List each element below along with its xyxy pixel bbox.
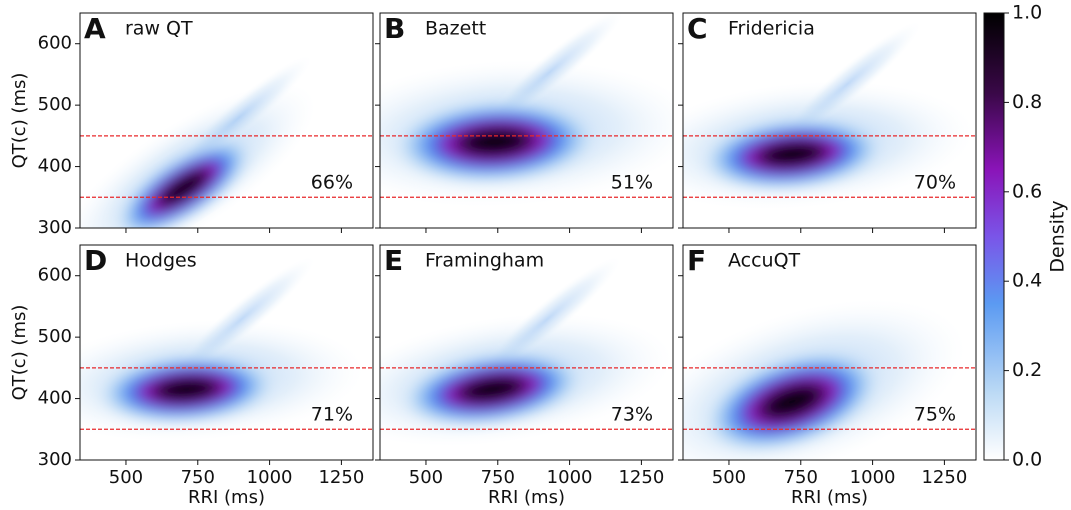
colorbar-tick-label: 0.2 [1012, 359, 1042, 381]
frame [79, 244, 374, 461]
x-tick-label: 1000 [247, 467, 293, 488]
panel-letter: F [687, 244, 706, 277]
y-axis-label: QT(c) (ms) [9, 73, 30, 169]
x-tick-label: 1250 [921, 467, 967, 488]
x-tick-label: 500 [409, 467, 443, 488]
frame [682, 12, 977, 229]
x-tick-label: 750 [784, 467, 818, 488]
plot-area [683, 299, 976, 460]
plot-area [683, 22, 976, 210]
y-tick-label: 300 [38, 217, 72, 238]
x-tick-label: 750 [181, 467, 215, 488]
panel-letter: E [384, 244, 403, 277]
panel-letter: A [84, 12, 106, 45]
panel-title: Framingham [425, 250, 544, 272]
panel-title: raw QT [125, 18, 193, 40]
colorbar-label: Density [1047, 200, 1069, 272]
percentage-label: 73% [611, 404, 653, 426]
y-tick-label: 600 [38, 265, 72, 286]
density-arm [773, 22, 921, 147]
colorbar-tick-label: 1.0 [1012, 2, 1042, 24]
plot-area [380, 257, 673, 447]
panel-title: Hodges [125, 250, 197, 272]
density-arm [167, 257, 315, 382]
density-arm [473, 257, 621, 382]
colorbar-tick-label: 0.0 [1012, 449, 1042, 471]
colorbar-tick-label: 0.6 [1012, 180, 1042, 202]
colorbar [983, 12, 1005, 461]
x-tick-label: 1250 [618, 467, 664, 488]
frame [379, 12, 674, 229]
colorbar-tick-label: 0.4 [1012, 270, 1042, 292]
y-tick-label: 400 [38, 388, 72, 409]
x-tick-label: 1000 [547, 467, 593, 488]
y-tick-label: 500 [38, 326, 72, 347]
y-tick-label: 300 [38, 449, 72, 470]
panel-title: AccuQT [728, 250, 801, 272]
x-axis-label: RRI (ms) [791, 487, 868, 508]
x-tick-label: 1250 [318, 467, 364, 488]
x-tick-label: 500 [109, 467, 143, 488]
panel-title: Bazett [425, 18, 486, 40]
plot-area [380, 13, 673, 207]
frame [379, 244, 674, 461]
panel-letter: C [687, 12, 708, 45]
x-axis-label: RRI (ms) [488, 487, 565, 508]
frame [682, 244, 977, 461]
percentage-label: 51% [611, 172, 653, 194]
density-peak [113, 137, 253, 228]
plot-area [80, 257, 373, 442]
y-axis-label: QT(c) (ms) [9, 305, 30, 401]
density-peak [702, 349, 883, 454]
x-tick-label: 1000 [850, 467, 896, 488]
panel-letter: D [84, 244, 107, 277]
density-peak [391, 99, 599, 185]
frame [79, 12, 374, 229]
plot-area [80, 55, 373, 228]
x-tick-label: 500 [712, 467, 746, 488]
density-peak [95, 354, 278, 425]
density-peak [399, 351, 585, 428]
panel-letter: B [384, 12, 405, 45]
y-tick-label: 500 [38, 94, 72, 115]
x-tick-label: 750 [481, 467, 515, 488]
y-tick-label: 400 [38, 156, 72, 177]
percentage-label: 71% [311, 404, 353, 426]
percentage-label: 66% [311, 172, 353, 194]
x-axis-label: RRI (ms) [188, 487, 265, 508]
percentage-label: 70% [914, 172, 956, 194]
panel-title: Fridericia [728, 18, 815, 40]
percentage-label: 75% [914, 404, 956, 426]
y-tick-label: 600 [38, 33, 72, 54]
colorbar-tick-label: 0.8 [1012, 91, 1042, 113]
